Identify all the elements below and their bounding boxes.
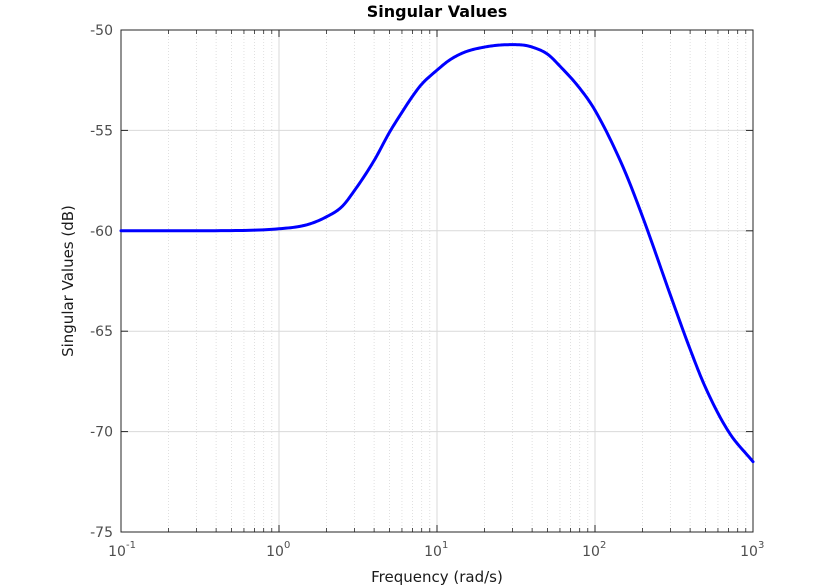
x-tick-label: 10 (108, 544, 126, 560)
x-tick-exponent: 3 (758, 540, 764, 551)
y-tick-label: -70 (90, 425, 113, 441)
y-tick-label: -75 (90, 525, 113, 541)
y-tick-label: -65 (90, 324, 113, 340)
x-tick-exponent: 1 (442, 540, 448, 551)
y-tick-label: -55 (90, 123, 113, 139)
y-tick-label: -60 (90, 224, 113, 240)
x-tick-exponent: 2 (600, 540, 606, 551)
x-tick-exponent: 0 (284, 540, 290, 551)
x-tick-label: 10 (424, 544, 442, 560)
series-line (119, 43, 755, 464)
x-tick-label: 10 (740, 544, 758, 560)
y-tick-label: -50 (90, 23, 113, 39)
y-tick-labels: -50 -55 -60 -65 -70 -75 (90, 23, 113, 541)
x-tick-exponent: -1 (126, 540, 136, 551)
x-tick-labels: 10 -1 10 0 10 1 10 2 10 3 (108, 540, 764, 560)
x-tick-label: 10 (582, 544, 600, 560)
chart-title: Singular Values (367, 2, 508, 21)
x-tick-label: 10 (266, 544, 284, 560)
tick-marks (120, 29, 754, 533)
y-axis-label: Singular Values (dB) (59, 205, 77, 357)
grid (121, 30, 753, 532)
x-axis-label: Frequency (rad/s) (371, 568, 503, 586)
